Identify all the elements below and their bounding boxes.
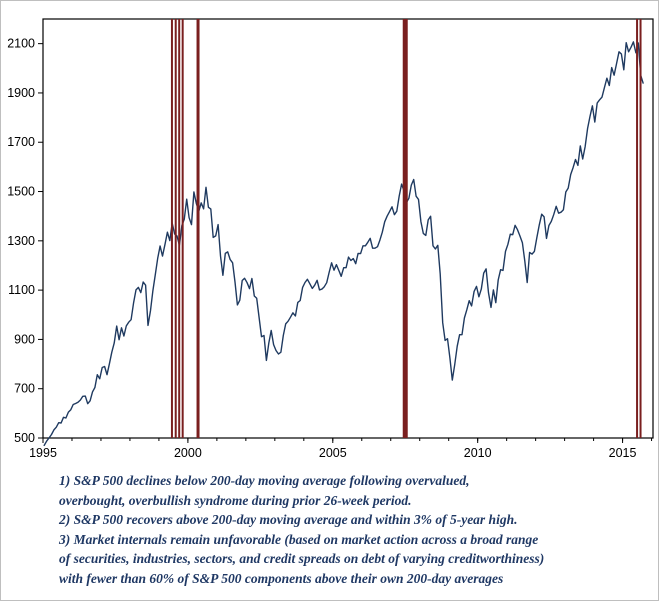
annotation-line: 2) S&P 500 recovers above 200-day moving…: [59, 512, 518, 527]
y-tick-label: 1300: [7, 234, 35, 248]
y-tick-label: 1100: [8, 283, 35, 297]
y-tick-label: 2100: [7, 37, 35, 51]
annotation-line: overbought, overbullish syndrome during …: [59, 492, 412, 508]
price-chart-area: 500 700 900 1100 1300 1500 1700 1900 2100 1995 200…: [1, 1, 658, 461]
y-tick-label: 700: [14, 382, 35, 396]
annotation-line: of securities, industries, sectors, and …: [59, 551, 545, 566]
annotation-line: with fewer than 60% of S&P 500 component…: [59, 570, 504, 586]
chart-annotation: 1) S&P 500 declines below 200-day moving…: [59, 471, 644, 588]
plot-border: [42, 18, 654, 439]
y-tick-label: 1900: [7, 86, 35, 100]
x-tick-label: 2015: [609, 446, 637, 460]
y-tick-label: 900: [14, 332, 35, 346]
annotation-line: 3) Market internals remain unfavorable (…: [59, 531, 539, 547]
y-tick-label: 1500: [7, 185, 35, 199]
x-tick-label: 2000: [174, 446, 202, 460]
y-tick-label: 1700: [7, 135, 35, 149]
price-chart: 500 700 900 1100 1300 1500 1700 1900 2100 1995 200…: [7, 18, 654, 460]
sp500-line: [43, 41, 644, 447]
x-tick-label: 2010: [464, 446, 492, 460]
annotation-line: 1) S&P 500 declines below 200-day moving…: [59, 473, 470, 488]
x-tick-label: 1995: [29, 446, 57, 460]
y-tick-label: 500: [14, 431, 35, 445]
x-tick-label: 2005: [319, 446, 347, 460]
